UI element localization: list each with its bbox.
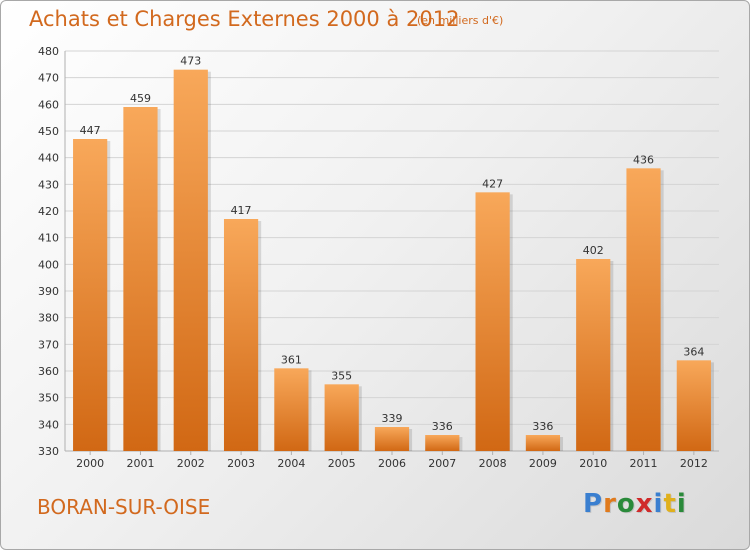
y-tick-label: 430: [38, 178, 59, 191]
logo-letter: P: [583, 489, 604, 519]
data-label: 447: [80, 124, 101, 137]
bar: [374, 427, 410, 451]
grid-lines: [65, 50, 719, 452]
logo-letter: x: [635, 489, 654, 519]
data-label: 336: [432, 420, 453, 433]
y-tick-label: 420: [38, 205, 59, 218]
data-label: 417: [231, 204, 252, 217]
logo-letter: r: [603, 489, 617, 519]
data-labels: 447 459 473 417 361 355 339 336 427 336 402 436 364: [80, 55, 705, 433]
x-tick-labels: 2000 2001 2002 2003 2004 2005 2006 2007 2008 2009…: [76, 457, 708, 470]
bar: [173, 69, 208, 452]
data-label: 459: [130, 92, 151, 105]
logo-letter: t: [663, 489, 677, 519]
logo-letter: i: [676, 489, 687, 519]
x-tick-label: 2005: [328, 457, 356, 470]
x-tick-label: 2001: [126, 457, 154, 470]
data-label: 364: [683, 345, 704, 358]
y-tick-label: 440: [38, 152, 59, 165]
y-tick-label: 480: [38, 45, 59, 58]
x-tick-label: 2003: [227, 457, 255, 470]
chart-title: Achats et Charges Externes 2000 à 2012: [29, 7, 460, 31]
x-tick-label: 2000: [76, 457, 104, 470]
bar: [576, 259, 611, 451]
data-label: 402: [583, 244, 604, 257]
data-label: 339: [382, 412, 403, 425]
y-tick-label: 340: [38, 418, 59, 431]
y-tick-label: 470: [38, 72, 59, 85]
y-tick-labels: 330 340 350 360 370 380 390 400 410 420 430 440 450 4…: [38, 45, 59, 458]
x-tick-label: 2009: [529, 457, 557, 470]
bars: [73, 69, 714, 452]
bar: [274, 368, 309, 451]
logo-letter: o: [616, 489, 636, 519]
y-tick-label: 350: [38, 392, 59, 405]
data-label: 361: [281, 353, 302, 366]
x-tick-label: 2004: [277, 457, 305, 470]
bar: [73, 139, 108, 451]
y-tick-label: 400: [38, 258, 59, 271]
data-label: 427: [482, 177, 503, 190]
bar: [525, 435, 561, 451]
x-tick-label: 2010: [579, 457, 607, 470]
data-label: 355: [331, 369, 352, 382]
bar: [123, 107, 158, 451]
bar: [223, 219, 259, 451]
city-name: BORAN-SUR-OISE: [37, 495, 211, 519]
bar: [425, 435, 460, 451]
y-tick-label: 370: [38, 338, 59, 351]
data-label: 473: [180, 55, 201, 68]
x-tick-label: 2011: [630, 457, 658, 470]
y-tick-label: 360: [38, 365, 59, 378]
y-tick-label: 390: [38, 285, 59, 298]
proxiti-logo: Proxiti: [583, 489, 687, 519]
y-tick-label: 410: [38, 232, 59, 245]
bar: [324, 384, 359, 451]
y-tick-label: 380: [38, 312, 59, 325]
bar: [475, 192, 510, 452]
x-tick-label: 2007: [428, 457, 456, 470]
axes: [64, 51, 719, 455]
x-tick-label: 2012: [680, 457, 708, 470]
bar: [626, 168, 661, 452]
y-tick-label: 330: [38, 445, 59, 458]
y-tick-label: 450: [38, 125, 59, 138]
y-tick-label: 460: [38, 98, 59, 111]
logo-letter: i: [653, 489, 664, 519]
x-tick-label: 2008: [479, 457, 507, 470]
unit-note: (en milliers d'€): [417, 14, 504, 27]
data-label: 336: [532, 420, 553, 433]
bar: [676, 360, 711, 451]
x-tick-label: 2002: [177, 457, 205, 470]
x-tick-label: 2006: [378, 457, 406, 470]
data-label: 436: [633, 153, 654, 166]
